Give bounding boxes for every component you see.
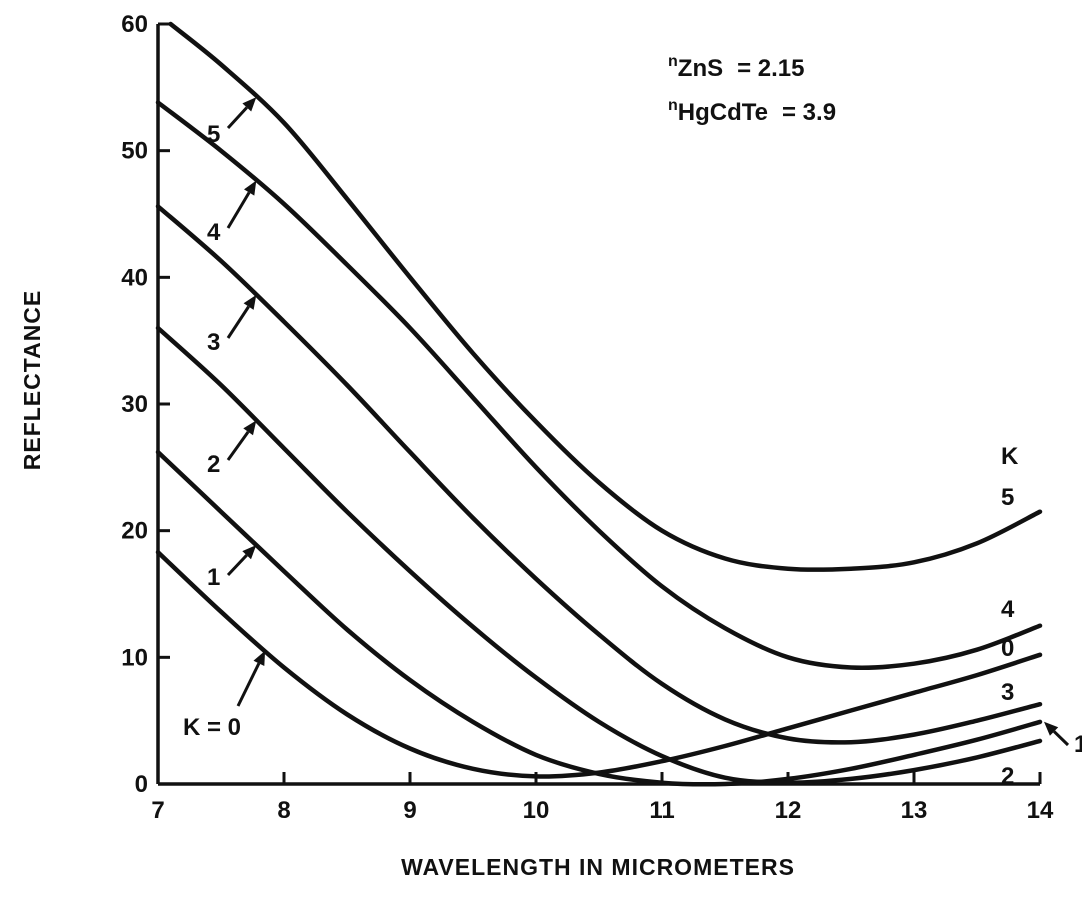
x-tick-label: 11 (649, 797, 674, 824)
x-tick-label: 14 (1027, 797, 1054, 824)
n-hgcdte-value: = 3.9 (782, 99, 836, 126)
curve-arrow-k1-head (242, 545, 257, 560)
y-tick-label: 50 (121, 138, 148, 165)
y-tick-label: 0 (135, 771, 148, 798)
y-tick-label: 20 (121, 518, 148, 545)
y-tick-label: 30 (121, 391, 148, 418)
curve-label-k5: 5 (207, 121, 220, 148)
n-zns-label: nZnS = 2.15 (668, 53, 805, 82)
curve-arrow-k2-head (243, 420, 257, 436)
curve-arrow-k5-head (242, 97, 257, 112)
y-tick-label: 60 (121, 11, 148, 38)
curve-label-k2: 2 (207, 451, 220, 478)
series-line-k2 (155, 325, 1043, 785)
right-arrow-k1-shaft (1053, 730, 1070, 747)
series-line-k5 (168, 21, 1043, 572)
n-hgcdte-subscript: HgCdTe (678, 99, 768, 126)
curve-label-k4: 4 (207, 219, 221, 246)
x-tick-label: 7 (151, 797, 164, 824)
x-tick-label: 9 (403, 797, 416, 824)
refractive-index-annotation: nZnS = 2.15 nHgCdTe = 3.9 (668, 53, 836, 126)
curve-arrow-k4-shaft (226, 191, 251, 229)
x-tick-label: 12 (775, 797, 802, 824)
right-label-k4: 4 (1001, 596, 1015, 623)
right-label-k3: 3 (1001, 679, 1014, 706)
y-axis-title: REFLECTANCE (19, 290, 45, 471)
curve-arrow-k0-shaft (236, 662, 261, 707)
n-zns-subscript: ZnS (678, 55, 723, 82)
n-zns-value: = 2.15 (737, 55, 804, 82)
series-line-k3 (155, 204, 1043, 745)
right-label-k1: 1 (1074, 731, 1082, 758)
right-label-k2: 2 (1001, 763, 1014, 790)
right-k-header: K (1001, 443, 1019, 470)
curve-arrow-k4-head (244, 180, 257, 196)
n-hgcdte-label: nHgCdTe = 3.9 (668, 97, 836, 126)
x-axis-title: WAVELENGTH IN MICROMETERS (401, 854, 795, 880)
n-hgcdte-prefix: n (668, 97, 678, 114)
curve-label-k3: 3 (207, 329, 220, 356)
curve-arrow-k2-shaft (226, 430, 250, 461)
curve-arrow-k0-head (253, 650, 266, 666)
x-tick-label: 8 (277, 797, 290, 824)
curve-label-k0: K = 0 (183, 714, 241, 741)
right-label-k0: 0 (1001, 635, 1014, 662)
curve-arrow-k3-head (243, 294, 257, 310)
right-label-k5: 5 (1001, 484, 1014, 511)
n-zns-prefix: n (668, 53, 678, 70)
x-tick-label: 13 (901, 797, 928, 824)
curve-label-k1: 1 (207, 564, 220, 591)
y-tick-label: 10 (121, 644, 148, 671)
series-line-k1 (155, 449, 1043, 787)
right-arrow-k1-head (1044, 721, 1059, 736)
curves (155, 21, 1043, 787)
series-line-k4 (155, 100, 1043, 670)
curve-labels: K = 0 0 1 1 2 2 3 3 4 4 5 5 (183, 97, 1082, 790)
curve-arrow-k5-shaft (226, 106, 248, 130)
x-tick-label: 10 (523, 797, 550, 824)
y-tick-label: 40 (121, 264, 148, 291)
curve-arrow-k1-shaft (226, 554, 248, 577)
curve-arrow-k3-shaft (226, 305, 250, 339)
